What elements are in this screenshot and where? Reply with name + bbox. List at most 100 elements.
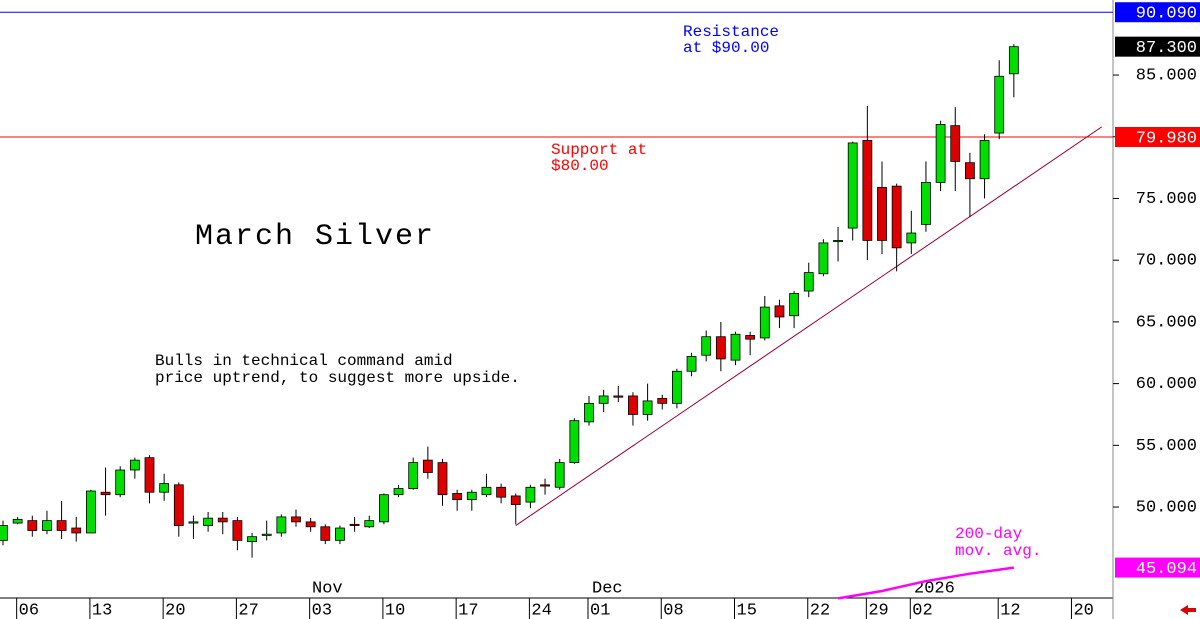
candle-body <box>115 469 126 496</box>
candle-body <box>173 484 184 526</box>
month-label: Dec <box>592 579 623 598</box>
candle-body <box>862 140 873 241</box>
price-marker-label: 90.090 <box>1136 5 1197 24</box>
candle-body <box>877 186 887 241</box>
candle-body <box>803 272 814 292</box>
candle-body <box>188 521 199 524</box>
candle-body <box>437 462 448 496</box>
candle-body <box>730 333 741 361</box>
y-tick-label: 60.000 <box>1136 375 1197 394</box>
candle-body <box>1008 46 1019 75</box>
x-tick-label: 20 <box>1073 601 1093 619</box>
candle-body <box>554 462 565 488</box>
candle-body <box>305 521 316 528</box>
candle-body <box>921 182 931 225</box>
candle-body <box>584 402 594 423</box>
x-tick-label: 20 <box>165 601 185 619</box>
x-tick-label: 17 <box>458 601 478 619</box>
candle-body <box>833 240 843 243</box>
candle-body <box>129 459 140 471</box>
candle-body <box>349 523 360 526</box>
price-marker <box>1115 2 1200 23</box>
candle-body <box>291 516 301 523</box>
candle-body <box>759 306 770 339</box>
annotation: 200-day <box>955 525 1023 543</box>
x-tick-label: 08 <box>663 601 683 619</box>
candle-body <box>100 491 111 496</box>
candle-body <box>701 336 712 356</box>
candle-body <box>378 494 389 523</box>
y-tick-label: 65.000 <box>1136 313 1197 332</box>
x-tick-label: 10 <box>385 601 405 619</box>
candle-body <box>320 526 331 541</box>
annotation: price uptrend, to suggest more upside. <box>155 369 520 387</box>
candle-body <box>657 398 668 404</box>
y-tick-label: 70.000 <box>1136 252 1197 271</box>
candle-body <box>408 462 419 489</box>
x-tick-label: 24 <box>531 601 551 619</box>
x-tick-label: 15 <box>737 601 757 619</box>
candle-body <box>965 162 975 180</box>
candle-body <box>203 517 214 526</box>
candle-body <box>496 486 507 498</box>
x-tick-label: 02 <box>912 601 932 619</box>
annotation: $80.00 <box>551 157 609 175</box>
x-tick-label: 13 <box>92 601 112 619</box>
candle-body <box>540 484 550 487</box>
candle-body <box>42 520 52 531</box>
x-tick-label: 03 <box>312 601 332 619</box>
candle-body <box>261 533 272 536</box>
candle-body <box>994 75 1005 134</box>
candle-body <box>56 520 67 531</box>
price-marker-label: 45.094 <box>1136 560 1197 579</box>
month-label: Nov <box>312 579 343 598</box>
candle-body <box>12 518 23 524</box>
candle-body <box>847 142 858 229</box>
annotation: at $90.00 <box>683 39 769 57</box>
candle-body <box>364 520 375 528</box>
candle-body <box>86 490 96 534</box>
candle-body <box>27 520 38 531</box>
candle-body <box>0 525 8 541</box>
scroll-arrow <box>1180 605 1196 615</box>
candle-body <box>628 395 638 415</box>
price-marker <box>1115 127 1200 148</box>
candle-body <box>217 517 228 523</box>
candle-body <box>935 124 946 183</box>
candle-body <box>950 125 961 162</box>
candle-body <box>774 305 785 318</box>
candle-body <box>745 335 756 340</box>
chart-title: March Silver <box>195 220 435 254</box>
price-marker-label: 79.980 <box>1136 129 1197 148</box>
y-tick-label: 75.000 <box>1136 190 1197 209</box>
candle-body <box>247 536 257 542</box>
price-marker <box>1115 557 1200 578</box>
candle-body <box>422 459 433 473</box>
y-tick-label: 55.000 <box>1136 437 1197 456</box>
candle-body <box>686 356 697 372</box>
x-tick-label: 29 <box>868 601 888 619</box>
x-tick-label: 27 <box>238 601 258 619</box>
moving-average <box>837 566 1015 600</box>
candle-body <box>452 493 463 501</box>
candle-body <box>144 457 155 493</box>
trendline <box>515 126 1103 526</box>
candle-body <box>891 185 902 249</box>
candle-body <box>642 400 653 415</box>
annotation: Support at <box>551 141 647 159</box>
x-tick-label: 01 <box>590 601 610 619</box>
candle-body <box>598 395 609 404</box>
candle-body <box>613 395 624 398</box>
candle-body <box>335 527 345 541</box>
candle-body <box>789 293 799 317</box>
annotation: mov. avg. <box>955 542 1041 560</box>
candle-body <box>159 483 170 493</box>
annotation: Bulls in technical command amid <box>155 352 453 370</box>
y-tick-label: 50.000 <box>1136 499 1197 518</box>
candle-body <box>510 495 521 505</box>
candle-body <box>818 242 829 275</box>
candle-body <box>569 420 580 464</box>
candle-body <box>672 370 682 404</box>
x-tick-label: 06 <box>19 601 39 619</box>
